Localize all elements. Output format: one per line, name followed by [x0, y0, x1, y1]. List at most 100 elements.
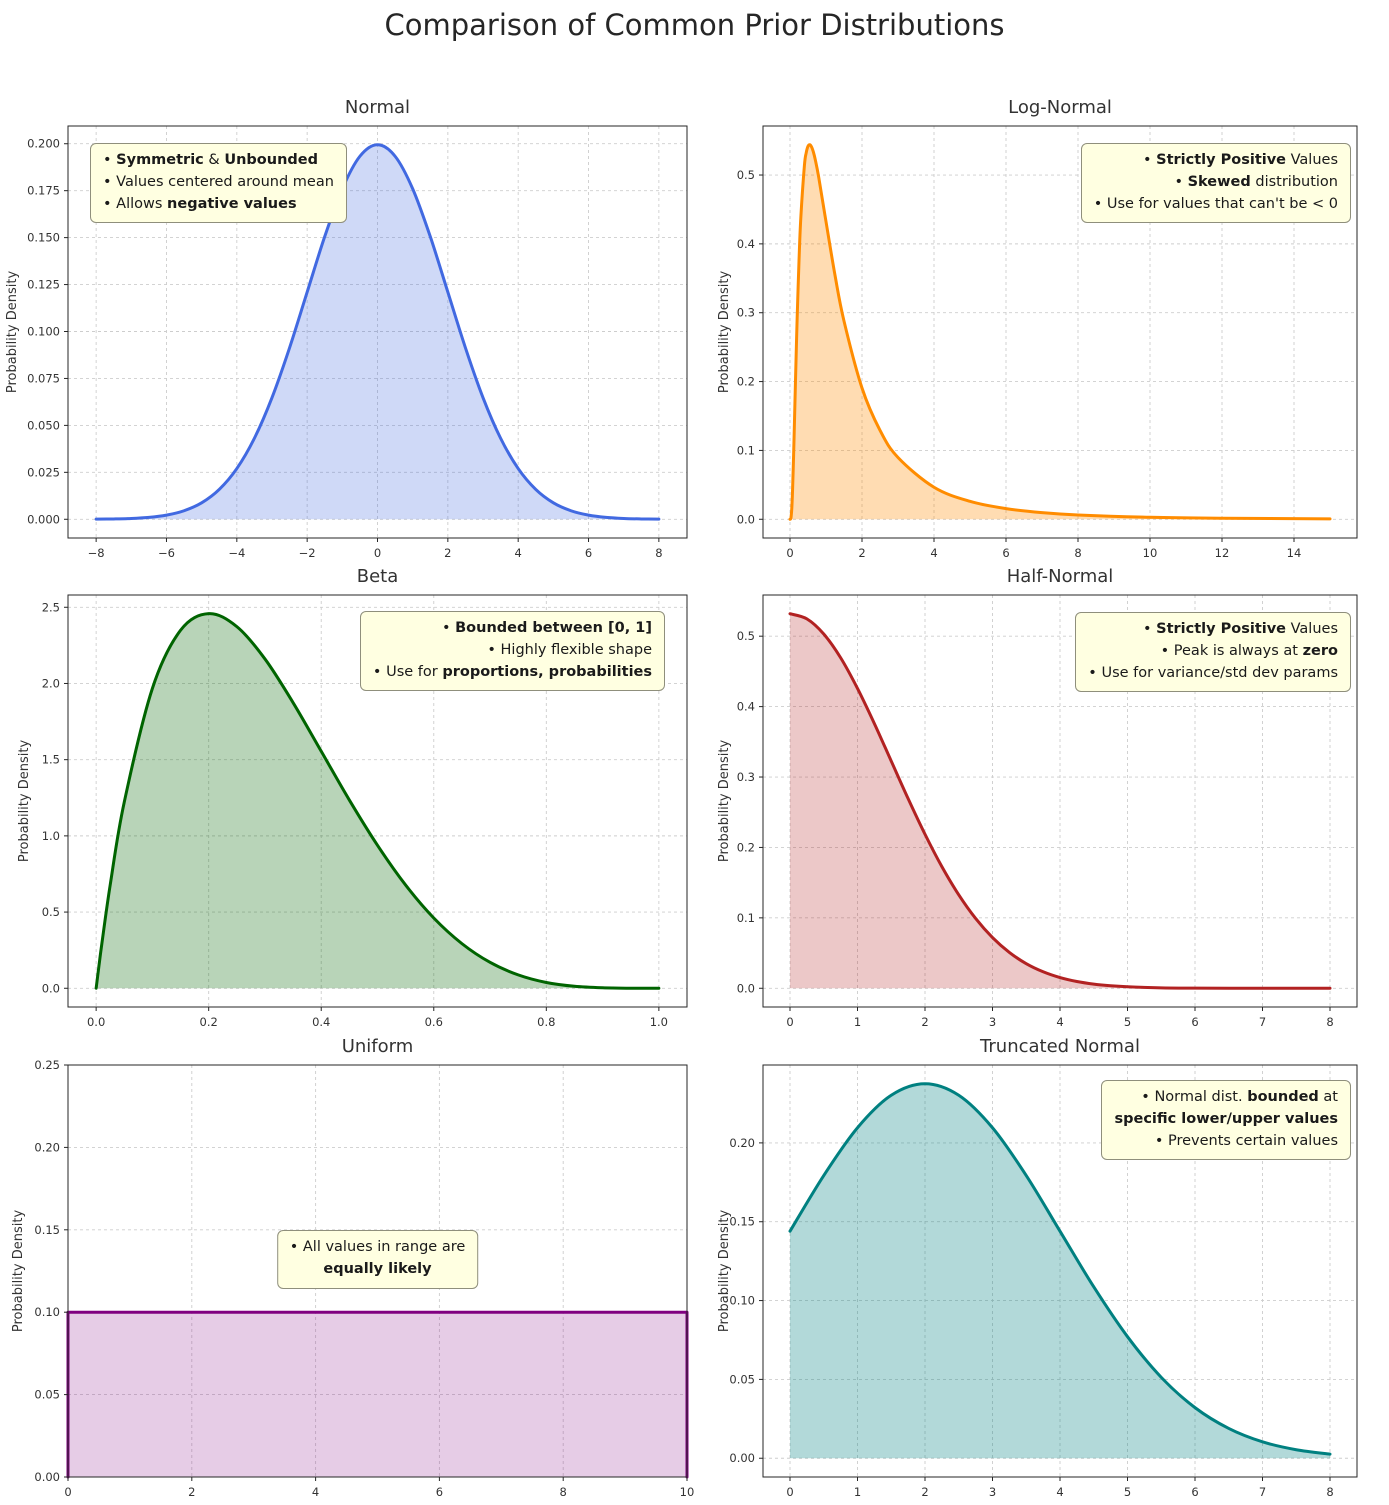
y-tick-label: 0.100 — [27, 325, 60, 339]
annotation-line: equally likely — [290, 1259, 466, 1281]
annotation-text: • All values in range are — [289, 1239, 466, 1255]
x-tick-label: 7 — [1259, 1485, 1266, 1499]
area-fill — [68, 1312, 687, 1477]
x-tick-label: 0 — [374, 546, 381, 557]
annotation-text: Skewed — [1187, 173, 1251, 190]
annotation-line: • Skewed distribution — [1094, 172, 1338, 194]
y-tick-label: 0.2 — [737, 375, 755, 389]
chart-half-normal: 0 1 2 3 4 5 6 7 8 0.0 0.1 0.2 0.3 0.4 0.5 Half-Normal Pr… — [694, 557, 1389, 1027]
annotation-text: Bounded between [0, 1] — [455, 620, 652, 636]
x-tick-label: 8 — [655, 546, 662, 557]
y-tick-label: 0.0 — [737, 981, 755, 995]
y-tick-label: 2.5 — [42, 600, 60, 614]
area-fill — [790, 144, 1330, 520]
chart-normal: −8 −6 −4 −2 0 2 4 6 8 0.000 0.025 0.050 0.075 0.100 0.… — [0, 88, 694, 557]
annotation-text: • Use for — [372, 663, 443, 680]
x-tick-label: 14 — [1287, 546, 1302, 557]
x-tick-label: 3 — [989, 1015, 996, 1027]
annotation-text: zero — [1302, 642, 1338, 659]
annotation-box: • Strictly Positive Values • Skewed distr… — [1080, 143, 1351, 224]
x-tick-label: 8 — [1074, 546, 1081, 557]
annotation-line: • Prevents certain values — [1114, 1131, 1338, 1153]
area-fill — [96, 144, 659, 520]
annotation-line: specific lower/upper values — [1114, 1109, 1338, 1131]
annotation-text: Symmetric — [116, 152, 204, 168]
x-tick-label: 8 — [560, 1485, 567, 1499]
area-fill — [96, 613, 659, 989]
density-curve — [788, 612, 1332, 990]
y-tick-label: 0.05 — [34, 1388, 60, 1402]
plot-svg: −8 −6 −4 −2 0 2 4 6 8 0.000 0.025 0.050 0.075 0.100 0.… — [5, 97, 688, 557]
x-tick-label: 0 — [786, 1015, 793, 1027]
x-tick-label: 6 — [1191, 1015, 1198, 1027]
annotation-text: • — [441, 620, 456, 636]
area-fill — [790, 1083, 1330, 1459]
x-tick-label: 0.8 — [537, 1015, 555, 1027]
x-tick-label: −4 — [228, 546, 245, 557]
x-tick-label: 8 — [1326, 1015, 1333, 1027]
annotation-text: equally likely — [323, 1260, 432, 1277]
annotation-line: • Use for proportions, probabilities — [373, 662, 652, 684]
annotation-box: • Normal dist. bounded at specific lower/… — [1101, 1080, 1351, 1161]
annotation-text: • Prevents certain values — [1154, 1132, 1338, 1149]
y-tick-label: 0.20 — [729, 1136, 755, 1150]
y-tick-label: 0.10 — [34, 1305, 60, 1319]
y-tick-label: 0.00 — [729, 1451, 755, 1465]
x-tick-label: 4 — [312, 1485, 319, 1499]
chart-title: Half-Normal — [1007, 566, 1114, 587]
annotation-line: • Symmetric & Unbounded — [103, 150, 334, 172]
y-tick-label: 0.3 — [737, 306, 755, 320]
chart-title: Uniform — [342, 1036, 414, 1057]
annotation-text: • Allows — [103, 195, 168, 212]
chart-truncated-normal: 0 1 2 3 4 5 6 7 8 0.00 0.05 0.10 0.15 0.20 Truncated N… — [694, 1027, 1389, 1505]
annotation-line: • Strictly Positive Values — [1094, 150, 1338, 172]
x-tick-label: 10 — [1143, 546, 1158, 557]
chart-title: Log-Normal — [1008, 97, 1112, 118]
y-tick-label: 0.025 — [27, 465, 60, 479]
x-tick-label: 6 — [436, 1485, 443, 1499]
annotation-text: • — [103, 152, 117, 168]
annotation-text: negative values — [167, 195, 297, 212]
x-tick-label: 3 — [989, 1485, 996, 1499]
annotation-box: • All values in range are equally likely — [276, 1230, 479, 1289]
y-tick-label: 0.5 — [42, 905, 60, 919]
figure-title: Comparison of Common Prior Distributions — [384, 8, 1005, 42]
y-tick-label: 0.175 — [27, 184, 60, 198]
density-curve — [788, 143, 1332, 521]
x-tick-label: 10 — [680, 1485, 694, 1499]
x-tick-label: 2 — [921, 1015, 928, 1027]
y-axis-label: Probability Density — [717, 740, 732, 863]
annotation-text: bounded — [1247, 1089, 1319, 1105]
annotation-line: • Values centered around mean — [103, 172, 334, 194]
plot-svg: 0 1 2 3 4 5 6 7 8 0.0 0.1 0.2 0.3 0.4 0.5 Half-Normal Pr… — [717, 566, 1358, 1027]
annotation-text: at — [1318, 1089, 1338, 1105]
y-axis-label: Probability Density — [717, 1210, 732, 1333]
y-tick-label: 0.20 — [34, 1140, 60, 1154]
y-tick-label: 0.05 — [729, 1372, 755, 1386]
annotation-line: • Use for variance/std dev params — [1088, 663, 1338, 685]
annotation-text: • — [1142, 152, 1157, 168]
annotation-text: Values — [1286, 621, 1338, 637]
x-tick-label: 5 — [1124, 1485, 1131, 1499]
y-tick-label: 0.1 — [737, 911, 755, 925]
x-tick-label: 7 — [1259, 1015, 1266, 1027]
annotation-box: • Strictly Positive Values • Peak is alwa… — [1075, 612, 1351, 693]
y-tick-label: 0.4 — [737, 237, 755, 251]
annotation-text: • Values centered around mean — [103, 173, 334, 190]
x-tick-label: 2 — [444, 546, 451, 557]
annotation-text: • Use for variance/std dev params — [1088, 664, 1338, 681]
y-tick-label: 1.5 — [42, 753, 60, 767]
x-tick-label: 2 — [858, 546, 865, 557]
x-tick-label: 1.0 — [650, 1015, 668, 1027]
y-tick-label: 1.0 — [42, 829, 60, 843]
area-fill — [790, 613, 1330, 989]
chart-title: Normal — [345, 97, 410, 118]
y-tick-label: 0.5 — [737, 168, 755, 182]
axes-spines — [67, 594, 688, 1008]
x-tick-label: 4 — [515, 546, 522, 557]
annotation-text: Strictly Positive — [1156, 621, 1287, 637]
annotation-text: & — [203, 152, 225, 168]
x-tick-label: 0.2 — [200, 1015, 218, 1027]
annotation-text: • Normal dist. — [1141, 1089, 1248, 1105]
